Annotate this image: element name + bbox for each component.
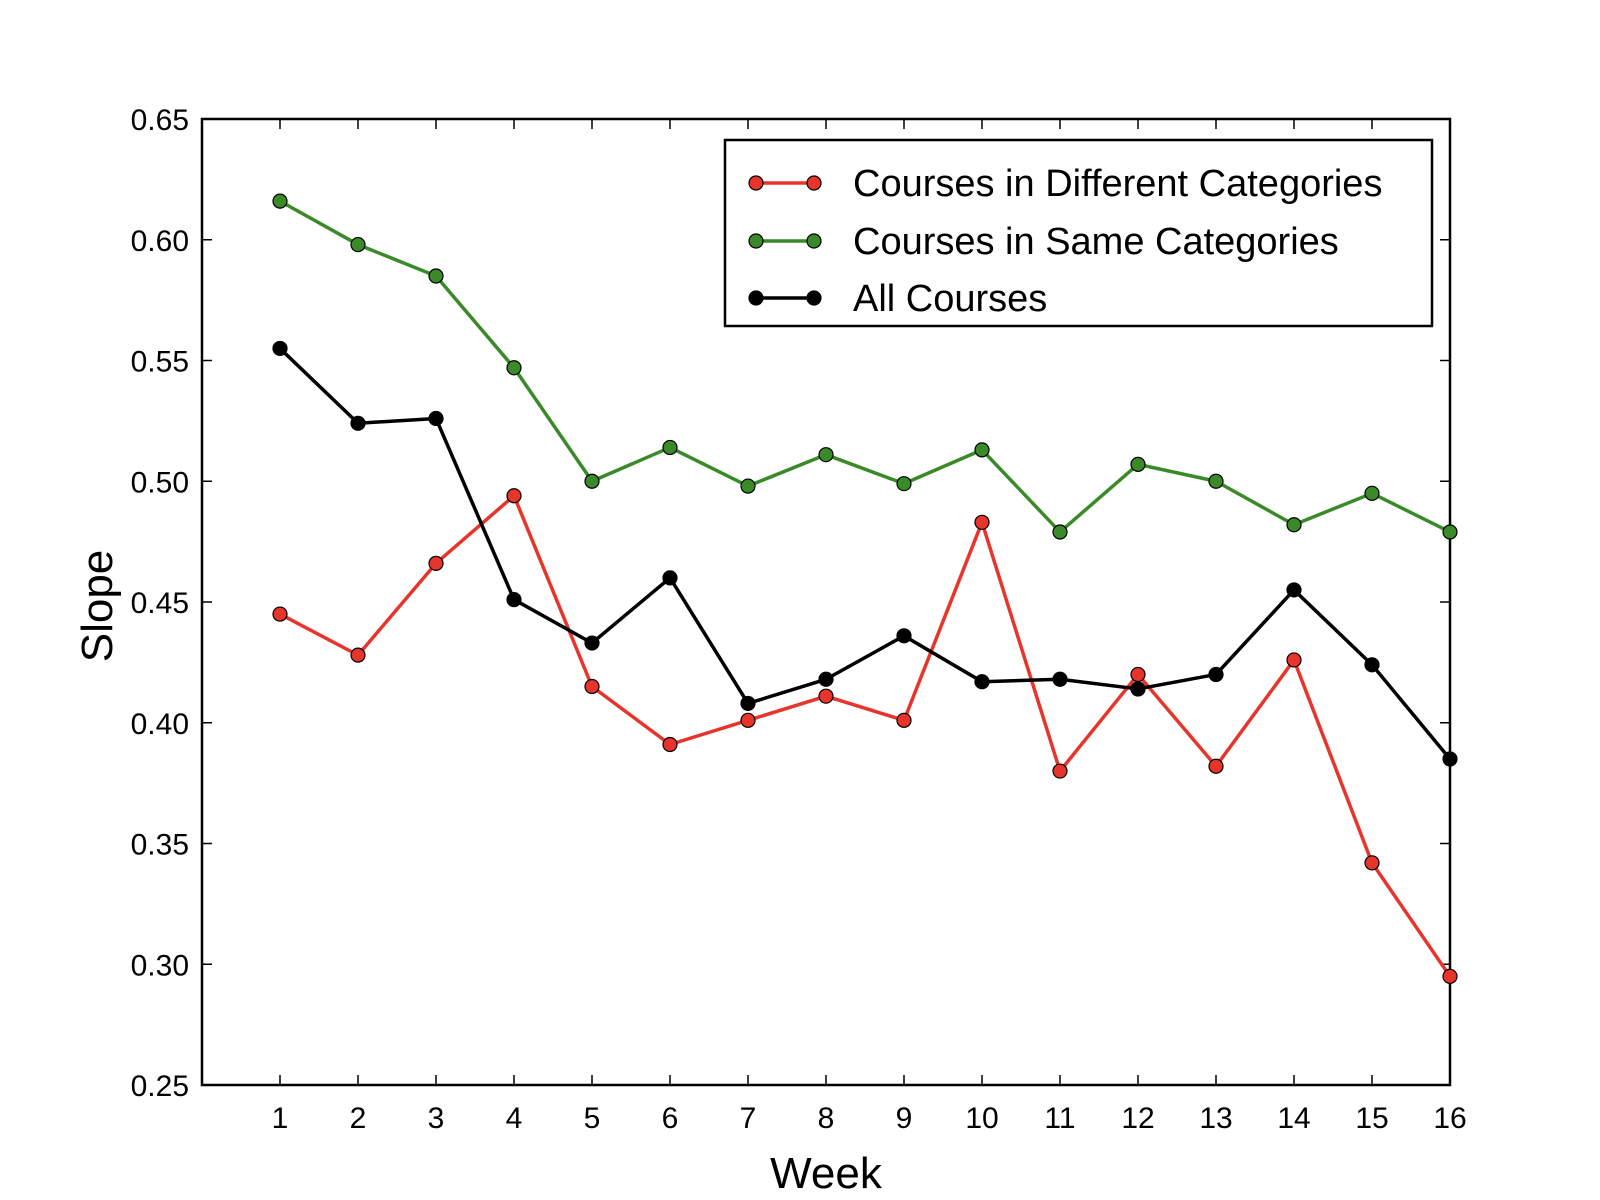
x-tick-label: 11: [1044, 1102, 1075, 1135]
data-point: [1286, 582, 1302, 598]
legend-label: All Courses: [853, 278, 1047, 320]
data-point: [1052, 671, 1068, 687]
data-point: [428, 268, 444, 284]
y-tick-label: 0.65: [131, 104, 189, 137]
legend-marker: [748, 175, 764, 191]
series-layer: [272, 193, 1458, 984]
data-point: [506, 488, 522, 504]
data-point: [428, 555, 444, 571]
data-point: [1130, 681, 1146, 697]
y-tick-label: 0.45: [131, 587, 189, 620]
data-point: [1130, 666, 1146, 683]
x-tick-label: 4: [506, 1102, 523, 1135]
data-point: [584, 473, 600, 489]
x-tick-label: 7: [740, 1102, 757, 1135]
series-3: [272, 340, 1458, 767]
data-point: [1130, 456, 1146, 472]
x-tick-label: 6: [662, 1102, 679, 1135]
data-point: [662, 439, 678, 456]
data-point: [1442, 524, 1458, 540]
data-point: [1286, 517, 1302, 533]
series-1: [272, 488, 1458, 984]
x-tick-label: 5: [584, 1102, 601, 1135]
x-tick-label: 2: [350, 1102, 367, 1135]
data-point: [818, 447, 834, 463]
legend-marker: [806, 233, 822, 249]
data-point: [740, 478, 756, 494]
data-point: [272, 340, 288, 357]
x-tick-label: 9: [896, 1102, 913, 1135]
data-point: [818, 688, 834, 704]
data-point: [1364, 485, 1380, 501]
data-point: [428, 410, 444, 427]
data-point: [584, 635, 600, 651]
series-line: [279, 199, 1451, 534]
x-tick-label: 1: [272, 1102, 289, 1135]
y-tick-label: 0.25: [131, 1070, 189, 1103]
x-tick-label: 10: [965, 1102, 998, 1135]
data-point: [974, 514, 990, 530]
y-tick-label: 0.30: [131, 949, 189, 982]
data-point: [896, 628, 912, 644]
x-tick-label: 13: [1199, 1102, 1232, 1135]
data-point: [896, 712, 912, 728]
data-point: [662, 736, 678, 753]
series-2: [272, 193, 1458, 540]
data-point: [1208, 666, 1224, 683]
data-point: [1442, 751, 1458, 767]
data-point: [272, 193, 288, 209]
data-point: [350, 236, 366, 253]
axes-layer: 1 2 3 4 5 6 7 8 9 10 11 12 13 14 15 160.250.300.350.400…: [131, 104, 1467, 1135]
x-tick-label: 12: [1121, 1102, 1154, 1135]
x-tick-label: 14: [1277, 1102, 1310, 1135]
data-point: [506, 591, 522, 608]
data-point: [1442, 968, 1458, 984]
y-axis-label: Slope: [73, 550, 122, 663]
x-tick-label: 16: [1433, 1102, 1466, 1135]
x-axis-label: Week: [770, 1149, 883, 1198]
data-point: [1052, 524, 1068, 540]
legend: Courses in Different Categories Courses i…: [723, 138, 1434, 328]
data-point: [974, 442, 990, 458]
series-line: [279, 493, 1452, 978]
data-point: [350, 415, 366, 431]
y-tick-label: 0.55: [131, 346, 189, 379]
legend-marker: [748, 290, 764, 306]
y-tick-label: 0.35: [131, 829, 189, 862]
data-point: [1286, 652, 1302, 668]
data-point: [974, 674, 990, 690]
data-point: [350, 647, 366, 663]
data-point: [740, 712, 756, 728]
data-point: [818, 671, 834, 687]
x-tick-label: 3: [428, 1102, 445, 1135]
legend-marker: [806, 175, 822, 191]
legend-label: Courses in Same Categories: [853, 221, 1339, 263]
legend-box: [723, 138, 1434, 328]
data-point: [1364, 855, 1380, 871]
x-tick-label: 15: [1355, 1102, 1388, 1135]
y-tick-label: 0.60: [131, 225, 189, 258]
y-tick-label: 0.40: [131, 708, 189, 741]
data-point: [662, 570, 678, 586]
legend-marker: [806, 290, 822, 306]
data-point: [1208, 758, 1224, 774]
data-point: [272, 606, 288, 622]
y-tick-label: 0.50: [131, 466, 189, 499]
data-point: [506, 360, 522, 376]
data-point: [896, 476, 912, 492]
data-point: [1052, 763, 1068, 779]
data-point: [1208, 473, 1224, 489]
data-point: [1364, 657, 1380, 673]
legend-label: Courses in Different Categories: [853, 163, 1382, 205]
data-point: [740, 695, 756, 712]
series-line: [278, 347, 1452, 761]
data-point: [584, 678, 600, 695]
x-tick-label: 8: [818, 1102, 835, 1135]
legend-marker: [748, 233, 764, 249]
